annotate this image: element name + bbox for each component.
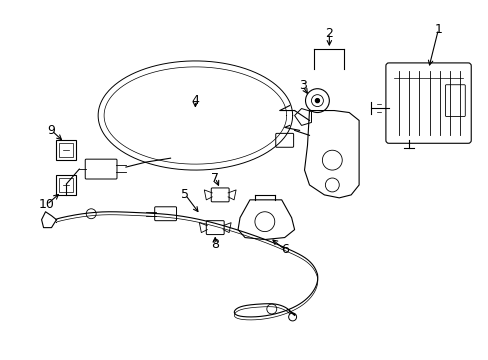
Text: 6: 6 — [280, 243, 288, 256]
Text: 3: 3 — [298, 79, 306, 92]
Text: 8: 8 — [211, 238, 219, 251]
Text: 5: 5 — [181, 188, 189, 201]
Text: 9: 9 — [47, 124, 55, 137]
Text: 7: 7 — [211, 171, 219, 185]
Text: 10: 10 — [39, 198, 54, 211]
Circle shape — [315, 99, 319, 103]
Text: 2: 2 — [325, 27, 333, 40]
Text: 1: 1 — [434, 23, 442, 36]
Text: 4: 4 — [191, 94, 199, 107]
